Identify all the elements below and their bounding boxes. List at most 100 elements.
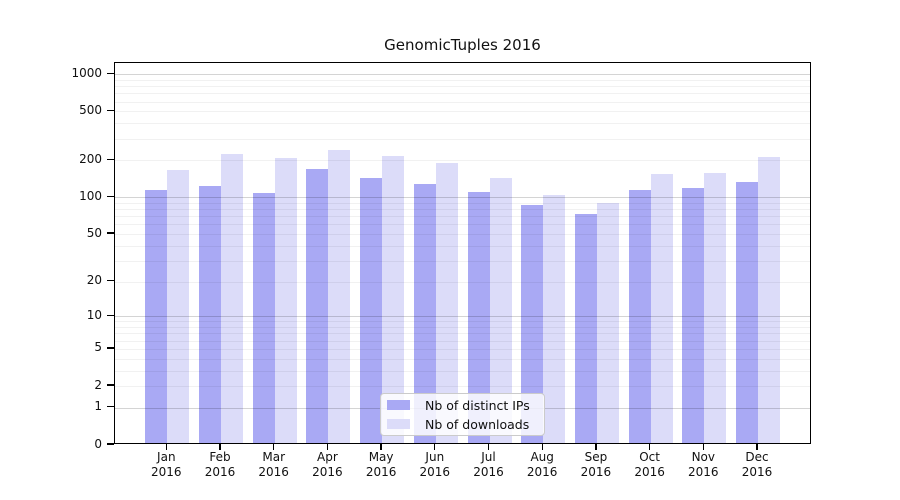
bar-jul-2016-distinct-ips — [467, 192, 490, 443]
minor-gridline — [115, 138, 810, 140]
minor-gridline — [115, 234, 810, 235]
legend-swatch-downloads-icon — [387, 419, 410, 429]
x-tick-mark — [756, 444, 758, 450]
y-tick-label: 5 — [94, 340, 102, 355]
bar-apr-2016-distinct-ips — [306, 169, 329, 443]
x-tick-mark — [487, 444, 490, 450]
y-tick-mark — [107, 232, 114, 234]
y-tick-label: 20 — [86, 273, 102, 288]
x-tick-label: Mar 2016 — [258, 450, 289, 479]
y-tick-label: 1 — [94, 399, 102, 414]
minor-gridline — [115, 101, 810, 103]
bar-oct-2016-distinct-ips — [628, 189, 651, 443]
bar-jan-2016-downloads — [167, 170, 190, 443]
y-tick-mark — [107, 195, 114, 198]
major-gridline — [115, 197, 810, 199]
y-tick-mark — [107, 279, 114, 282]
bar-jun-2016-distinct-ips — [413, 183, 436, 443]
minor-gridline — [115, 160, 810, 162]
legend-item-downloads: Nb of downloads — [387, 416, 536, 432]
x-tick-label: Feb 2016 — [204, 450, 236, 479]
minor-gridline — [115, 348, 810, 350]
bar-aug-2016-downloads — [543, 194, 566, 443]
bar-sep-2016-distinct-ips — [574, 214, 597, 443]
legend-swatch-ips-icon — [387, 400, 410, 410]
y-tick-mark — [107, 109, 114, 112]
x-tick-label: Sep 2016 — [580, 450, 612, 479]
y-tick-mark — [107, 314, 114, 316]
y-tick-label: 2 — [94, 377, 102, 392]
x-tick-mark — [541, 444, 543, 450]
legend: Nb of distinct IPs Nb of downloads — [380, 393, 545, 436]
y-tick-mark — [107, 406, 114, 408]
bar-feb-2016-distinct-ips — [199, 186, 221, 443]
bar-jul-2016-downloads — [489, 177, 512, 443]
bar-mar-2016-distinct-ips — [252, 193, 275, 443]
minor-gridline — [115, 224, 810, 226]
x-tick-label: Oct 2016 — [634, 450, 665, 479]
major-gridline — [115, 74, 810, 76]
bar-oct-2016-downloads — [650, 173, 673, 443]
chart-title: GenomicTuples 2016 — [384, 36, 541, 54]
minor-gridline — [115, 79, 810, 81]
y-tick-label: 1000 — [71, 65, 102, 80]
minor-gridline — [115, 333, 810, 335]
minor-gridline — [115, 123, 810, 125]
x-tick-label: Aug 2016 — [526, 450, 558, 479]
bar-nov-2016-downloads — [704, 172, 727, 443]
minor-gridline — [115, 260, 810, 262]
bar-jan-2016-distinct-ips — [145, 189, 168, 443]
x-tick-mark — [702, 444, 704, 450]
y-tick-mark — [107, 347, 114, 349]
minor-gridline — [115, 321, 810, 323]
x-tick-label: Jul 2016 — [473, 450, 504, 479]
x-tick-label: Jun 2016 — [419, 450, 451, 479]
bar-feb-2016-downloads — [221, 154, 243, 443]
x-tick-label: Nov 2016 — [688, 450, 719, 479]
major-gridline — [115, 316, 810, 318]
legend-item-distinct-ips: Nb of distinct IPs — [387, 397, 536, 413]
minor-gridline — [115, 386, 810, 387]
y-tick-mark — [107, 72, 114, 74]
bar-jun-2016-downloads — [435, 162, 458, 443]
bar-may-2016-distinct-ips — [360, 178, 383, 443]
bar-may-2016-downloads — [382, 155, 405, 443]
y-tick-mark — [107, 384, 114, 386]
x-tick-label: Apr 2016 — [312, 450, 343, 479]
x-tick-mark — [595, 444, 597, 450]
legend-label-distinct-ips: Nb of distinct IPs — [425, 397, 530, 413]
minor-gridline — [115, 86, 810, 88]
minor-gridline — [115, 202, 810, 204]
y-tick-mark — [107, 158, 114, 161]
y-tick-label: 200 — [79, 151, 102, 166]
y-tick-label: 50 — [86, 225, 102, 240]
minor-gridline — [115, 358, 810, 360]
bar-nov-2016-distinct-ips — [682, 187, 705, 443]
minor-gridline — [115, 245, 810, 247]
bar-mar-2016-downloads — [274, 158, 297, 443]
x-tick-mark — [219, 444, 221, 450]
minor-gridline — [115, 209, 810, 211]
y-tick-mark — [107, 443, 114, 445]
bar-dec-2016-distinct-ips — [736, 182, 758, 443]
minor-gridline — [115, 281, 810, 283]
y-tick-label: 0 — [94, 436, 102, 451]
plot-area — [114, 62, 811, 444]
bar-sep-2016-downloads — [596, 202, 619, 443]
y-tick-label: 10 — [86, 307, 102, 322]
bar-aug-2016-distinct-ips — [521, 204, 544, 443]
y-tick-label: 100 — [79, 188, 102, 203]
x-tick-mark — [326, 444, 329, 450]
x-tick-mark — [273, 444, 275, 450]
x-tick-label: Jan 2016 — [151, 450, 182, 479]
x-tick-mark — [380, 444, 382, 450]
x-tick-mark — [165, 444, 167, 450]
minor-gridline — [115, 370, 810, 372]
x-tick-mark — [648, 444, 651, 450]
bar-dec-2016-downloads — [758, 156, 780, 443]
minor-gridline — [115, 327, 810, 329]
y-tick-label: 500 — [79, 102, 102, 117]
x-tick-mark — [434, 444, 436, 450]
minor-gridline — [115, 93, 810, 95]
